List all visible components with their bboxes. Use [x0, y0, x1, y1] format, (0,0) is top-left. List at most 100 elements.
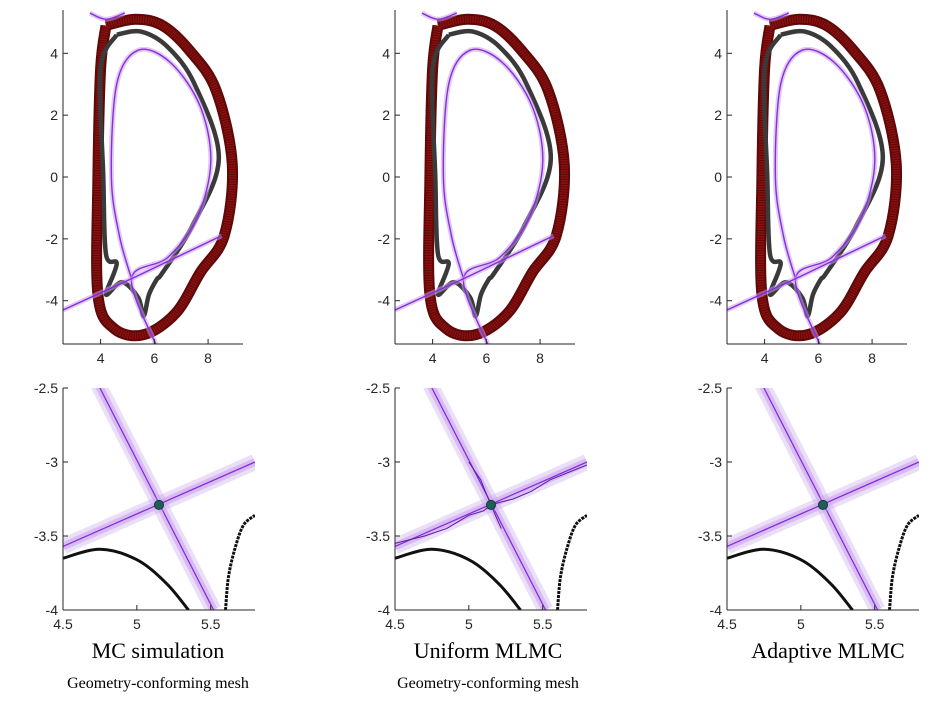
zoom-ytick-label: -3.5 [366, 528, 390, 544]
zoom-xtick-label: 5.5 [865, 616, 885, 632]
wall-outline [423, 13, 571, 342]
device-xtick-label: 4 [97, 350, 105, 366]
device-ytick-label: -4 [378, 293, 391, 309]
zoom-xtick-label: 4.5 [53, 616, 73, 632]
xpoint-marker [154, 499, 164, 510]
separatrix-leg-line [63, 235, 222, 311]
zoom-ytick-label: -2.5 [34, 380, 58, 396]
device-xtick-label: 6 [482, 350, 490, 366]
divertor-left-line [63, 547, 190, 610]
device-xtick-label: 8 [204, 350, 212, 366]
device-ytick-label: 2 [50, 107, 58, 123]
xpoint-marker [818, 499, 828, 510]
device-plot: 4 2 0 -2 -4 4 6 8 [378, 10, 575, 366]
device-ytick-label: 0 [382, 169, 390, 185]
separatrix-line [442, 48, 544, 344]
device-xtick-label: 6 [814, 350, 822, 366]
zoom-xtick-label: 5 [797, 616, 805, 632]
zoom-ytick-label: -3.5 [698, 528, 722, 544]
zoom-ytick-label: -3 [710, 454, 723, 470]
zoom-xtick-label: 5 [465, 616, 473, 632]
device-ytick-label: 4 [714, 45, 722, 61]
panel-subcaption: Geometry-conforming mesh [67, 675, 249, 692]
device-ytick-label: 4 [50, 45, 58, 61]
separatrix-leg-line [395, 235, 554, 311]
panel-caption: Adaptive MLMC [751, 638, 904, 663]
wall-outline [91, 13, 239, 342]
zoom-plot-area [395, 388, 587, 610]
separatrix-a-line [99, 388, 215, 610]
divertor-right-line [224, 514, 255, 610]
divertor-line [761, 28, 886, 319]
panel-subcaption: Geometry-conforming mesh [397, 675, 579, 692]
device-ytick-label: -2 [710, 231, 723, 247]
zoom-ytick-label: -2.5 [698, 380, 722, 396]
device-ytick-label: -4 [710, 293, 723, 309]
separatrix-leg-line [727, 235, 886, 311]
zoom-xtick-label: 4.5 [385, 616, 405, 632]
xpoint-zoom-plot: -2.5 -3 -3.5 -44.5 5 5.5 [698, 380, 919, 632]
separatrix-band [440, 46, 546, 344]
device-ytick-label: -2 [46, 231, 59, 247]
panels-root: 420-2-44 6 8-2.5-3-3.5-44.5 5 5.5MC simulati… [34, 10, 919, 692]
xpoint-marker [486, 499, 496, 510]
divertor-left-line [395, 547, 522, 610]
device-plot-area [63, 10, 239, 344]
device-xtick-label: 6 [150, 350, 158, 366]
separatrix-band [108, 46, 214, 344]
zoom-xtick-label: 5.5 [533, 616, 553, 632]
zoom-ytick-label: -4 [46, 602, 59, 618]
zoom-plot-area [727, 388, 919, 610]
panel-caption: Uniform MLMC [414, 638, 563, 663]
zoom-ytick-label: -3.5 [34, 528, 58, 544]
wall-outline [755, 13, 903, 342]
device-ytick-label: 4 [382, 45, 390, 61]
divertor-right-line [556, 514, 587, 610]
zoom-ytick-label: -4 [378, 602, 391, 618]
device-plot: 4 2 0 -2 -4 4 6 8 [710, 10, 907, 366]
separatrix-line [110, 48, 212, 344]
device-xtick-label: 4 [761, 350, 769, 366]
zoom-ytick-label: -4 [710, 602, 723, 618]
zoom-ytick-label: -2.5 [366, 380, 390, 396]
mlmc-estimate-line-2 [468, 461, 502, 529]
device-plot: 4 2 0 -2 -4 4 6 8 [46, 10, 243, 366]
wall-line [757, 15, 901, 340]
device-xtick-label: 4 [429, 350, 437, 366]
divertor-line [429, 28, 554, 319]
zoom-ytick-label: -3 [378, 454, 391, 470]
device-xtick-label: 8 [536, 350, 544, 366]
separatrix-top-line [753, 12, 790, 21]
device-ytick-label: 2 [714, 107, 722, 123]
device-ytick-label: 2 [382, 107, 390, 123]
zoom-xtick-label: 5 [133, 616, 141, 632]
zoom-xtick-label: 5.5 [201, 616, 221, 632]
device-ytick-label: 0 [714, 169, 722, 185]
zoom-ytick-label: -3 [46, 454, 59, 470]
divertor-right-line [888, 514, 919, 610]
device-plot-area [395, 10, 571, 344]
xpoint-zoom-plot: -2.5 -3 -3.5 -44.5 5 5.5 [366, 380, 587, 632]
separatrix-top-line [89, 12, 126, 21]
device-ytick-label: -4 [46, 293, 59, 309]
device-ytick-label: -2 [378, 231, 391, 247]
panel-caption: MC simulation [92, 638, 225, 663]
separatrix-top-line [421, 12, 458, 21]
separatrix-band [772, 46, 878, 344]
mlmc-estimate-line [395, 464, 587, 544]
wall-line [425, 15, 569, 340]
separatrix-line [774, 48, 876, 344]
device-ytick-label: 0 [50, 169, 58, 185]
zoom-xtick-label: 4.5 [717, 616, 737, 632]
separatrix-a-line [763, 388, 879, 610]
xpoint-zoom-plot: -2.5 -3 -3.5 -44.5 5 5.5 [34, 380, 255, 632]
wall-line [93, 15, 237, 340]
panel-mc: 420-2-44 6 8-2.5-3-3.5-44.5 5 5.5MC simulati… [34, 10, 255, 692]
divertor-left-line [727, 547, 854, 610]
zoom-plot-area [63, 388, 255, 610]
device-xtick-label: 8 [868, 350, 876, 366]
device-plot-area [727, 10, 903, 344]
